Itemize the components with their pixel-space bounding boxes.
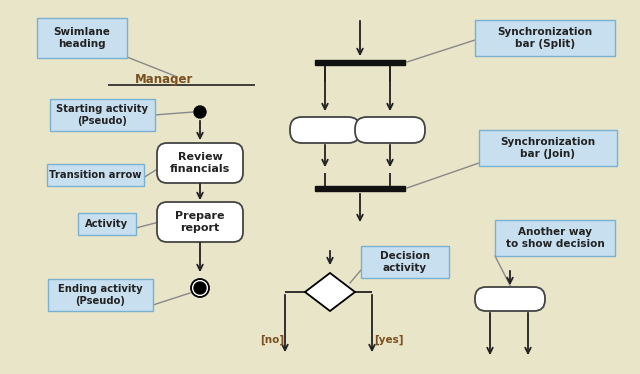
Polygon shape <box>305 273 355 311</box>
Text: Activity: Activity <box>85 219 129 229</box>
Text: Another way
to show decision: Another way to show decision <box>506 227 604 249</box>
FancyBboxPatch shape <box>157 202 243 242</box>
Text: Synchronization
bar (Join): Synchronization bar (Join) <box>500 137 596 159</box>
Text: Prepare
report: Prepare report <box>175 211 225 233</box>
FancyBboxPatch shape <box>78 213 136 235</box>
Circle shape <box>194 106 206 118</box>
FancyBboxPatch shape <box>49 99 154 131</box>
FancyBboxPatch shape <box>355 117 425 143</box>
Text: Swimlane
heading: Swimlane heading <box>54 27 111 49</box>
FancyBboxPatch shape <box>361 246 449 278</box>
Text: Manager: Manager <box>135 73 193 86</box>
Text: [yes]: [yes] <box>374 335 403 345</box>
Text: Transition arrow: Transition arrow <box>49 170 141 180</box>
Text: [no]: [no] <box>260 335 284 345</box>
Text: Review
financials: Review financials <box>170 152 230 174</box>
FancyBboxPatch shape <box>479 130 617 166</box>
Text: Decision
activity: Decision activity <box>380 251 430 273</box>
Text: Ending activity
(Pseudo): Ending activity (Pseudo) <box>58 284 142 306</box>
Text: Starting activity
(Pseudo): Starting activity (Pseudo) <box>56 104 148 126</box>
Text: Synchronization
bar (Split): Synchronization bar (Split) <box>497 27 593 49</box>
Circle shape <box>194 282 206 294</box>
Bar <box>315 186 405 190</box>
FancyBboxPatch shape <box>290 117 360 143</box>
FancyBboxPatch shape <box>47 164 143 186</box>
FancyBboxPatch shape <box>157 143 243 183</box>
Circle shape <box>191 279 209 297</box>
Bar <box>315 59 405 64</box>
FancyBboxPatch shape <box>37 18 127 58</box>
FancyBboxPatch shape <box>475 20 615 56</box>
FancyBboxPatch shape <box>495 220 615 256</box>
FancyBboxPatch shape <box>47 279 152 311</box>
FancyBboxPatch shape <box>475 287 545 311</box>
